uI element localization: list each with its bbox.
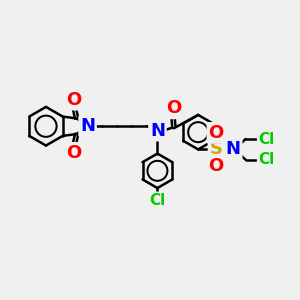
Text: N: N	[150, 122, 165, 140]
Text: N: N	[226, 140, 241, 158]
Text: Cl: Cl	[258, 152, 274, 167]
Text: O: O	[208, 157, 224, 175]
Text: O: O	[208, 124, 224, 142]
Text: O: O	[166, 99, 182, 117]
Text: O: O	[66, 144, 81, 162]
Text: N: N	[80, 117, 95, 135]
Text: S: S	[209, 140, 223, 158]
Text: O: O	[66, 91, 81, 109]
Text: Cl: Cl	[258, 131, 274, 146]
Text: Cl: Cl	[149, 193, 166, 208]
